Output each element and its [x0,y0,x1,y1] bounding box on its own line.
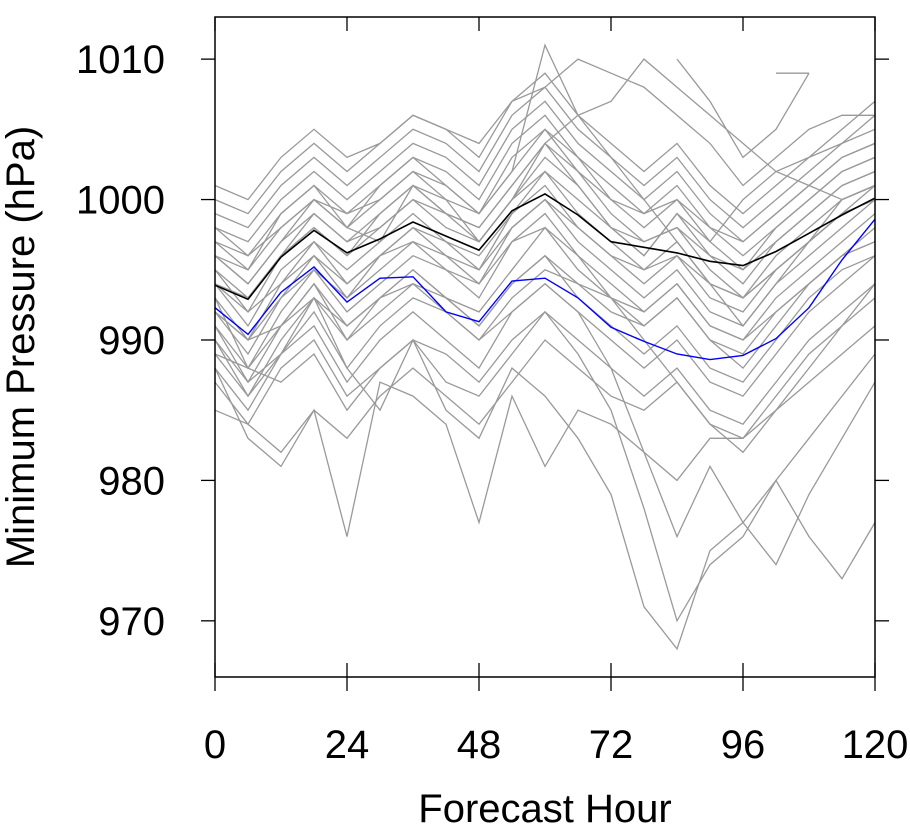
y-tick-label: 1010 [76,38,165,82]
ensemble-member-line-1 [214,128,876,285]
ensemble-member-line-28 [214,43,876,327]
ensemble-member-line-25 [214,310,876,623]
ensemble-member-line-17 [214,241,876,398]
ensemble-member-line-26 [214,282,876,566]
ensemble-member-line-16 [214,198,876,341]
x-tick-label: 48 [457,723,502,767]
y-tick-label: 1000 [76,179,165,223]
x-tick-label: 120 [842,723,909,767]
control-line-layer [214,218,876,361]
ensemble-member-line-10 [214,72,876,215]
y-tick-label: 970 [98,600,165,644]
y-axis: 970 980 990 1000 1010 [76,38,889,644]
x-axis: 0 24 48 72 96 120 [204,17,909,767]
x-axis-title: Forecast Hour [418,787,671,827]
ensemble-member-lines [214,43,876,651]
control-forecast-line [214,218,876,361]
x-tick-label: 24 [325,723,370,767]
ensemble-member-line-11 [214,128,876,285]
ensemble-member-line-20 [214,241,876,398]
y-axis-title: Minimum Pressure (hPa) [0,126,43,568]
y-tick-label: 990 [98,319,165,363]
ensemble-member-line-13 [214,142,876,299]
ensemble-member-line-14 [214,128,876,271]
ensemble-member-line-24 [214,296,876,651]
y-tick-label: 980 [98,459,165,503]
ensemble-member-line-30 [214,58,876,271]
ensemble-mean-line-layer [214,192,876,301]
plot-frame [214,16,876,678]
x-tick-label: 96 [721,723,766,767]
ensemble-member-line-29 [214,58,875,201]
ensemble-member-line-23 [214,325,876,537]
ensemble-member-line-21 [214,254,876,383]
ensemble-member-line-22 [214,297,876,454]
ensemble-member-line-6 [214,156,876,314]
ensemble-member-line-4 [214,212,876,356]
ensemble-member-line-31 [676,58,810,159]
x-tick-label: 72 [589,723,634,767]
x-tick-label: 0 [204,723,226,767]
ensemble-member-line-2 [214,114,876,257]
ensemble-mean-line [214,192,876,301]
ensemble-member-line-27 [214,226,876,454]
